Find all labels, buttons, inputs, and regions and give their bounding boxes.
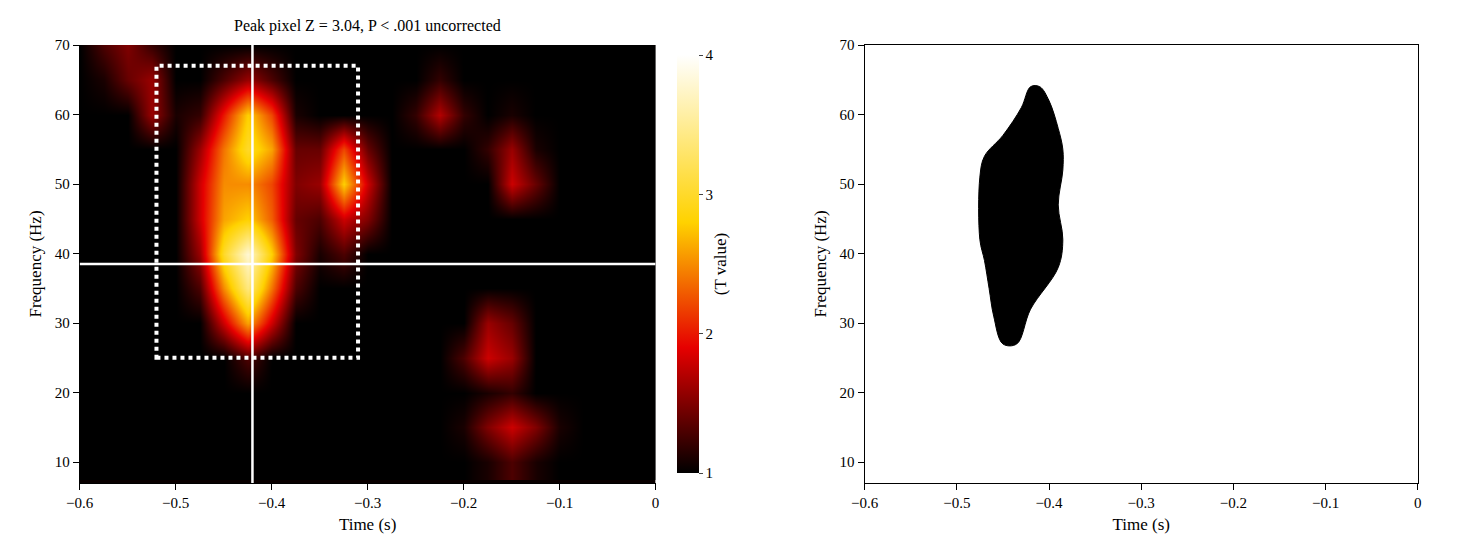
svg-text:70: 70 [55,37,70,53]
svg-text:Frequency (Hz): Frequency (Hz) [26,210,45,317]
svg-text:Time (s): Time (s) [1112,515,1169,534]
svg-text:0: 0 [652,495,660,511]
svg-text:40: 40 [55,246,70,262]
svg-text:−0.2: −0.2 [450,495,477,511]
svg-text:20: 20 [840,385,855,401]
svg-text:50: 50 [55,176,70,192]
svg-text:−0.4: −0.4 [1035,495,1063,511]
svg-text:Time (s): Time (s) [339,515,396,534]
svg-text:50: 50 [840,176,855,192]
svg-text:−0.4: −0.4 [258,495,286,511]
svg-text:20: 20 [55,385,70,401]
svg-text:−0.1: −0.1 [1312,495,1339,511]
svg-text:−0.1: −0.1 [546,495,573,511]
svg-text:70: 70 [840,37,855,53]
svg-text:0: 0 [1414,495,1422,511]
svg-text:−0.6: −0.6 [851,495,879,511]
svg-text:30: 30 [840,315,855,331]
svg-text:4: 4 [706,47,714,63]
svg-text:2: 2 [706,326,714,342]
svg-text:−0.3: −0.3 [1128,495,1155,511]
svg-text:60: 60 [55,107,70,123]
svg-text:10: 10 [840,454,855,470]
svg-text:30: 30 [55,315,70,331]
svg-text:(T value): (T value) [711,233,730,295]
svg-text:1: 1 [706,465,714,481]
svg-text:−0.5: −0.5 [943,495,970,511]
svg-text:Frequency (Hz): Frequency (Hz) [811,210,830,317]
svg-text:3: 3 [706,187,714,203]
svg-text:Peak pixel Z = 3.04, P < .001: Peak pixel Z = 3.04, P < .001 uncorrecte… [234,17,501,35]
svg-text:60: 60 [840,107,855,123]
svg-text:−0.6: −0.6 [66,495,94,511]
svg-text:−0.5: −0.5 [162,495,189,511]
svg-text:10: 10 [55,454,70,470]
svg-text:40: 40 [840,246,855,262]
svg-text:−0.3: −0.3 [354,495,381,511]
svg-text:−0.2: −0.2 [1220,495,1247,511]
